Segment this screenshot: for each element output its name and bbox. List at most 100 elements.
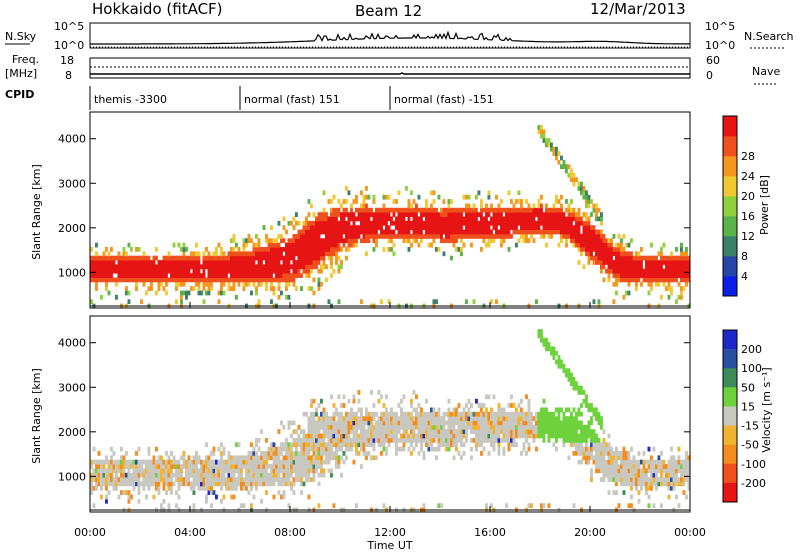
- velocity-cell: [670, 481, 673, 487]
- power-cell: [625, 273, 628, 278]
- power-cell: [510, 216, 513, 222]
- velocity-cell: [627, 503, 631, 509]
- power-cell: [160, 273, 163, 278]
- velocity-cell: [245, 477, 248, 482]
- velocity-cell: [445, 420, 448, 426]
- power-cell: [680, 290, 683, 296]
- velocity-cell: [625, 459, 628, 465]
- velocity-cell: [490, 416, 493, 421]
- velocity-cell: [487, 424, 491, 430]
- power-cell: [207, 290, 211, 296]
- power-cell: [532, 229, 536, 235]
- power-cell: [165, 255, 168, 261]
- power-cell: [157, 286, 161, 291]
- power-cell: [142, 281, 146, 287]
- velocity-cell: [375, 424, 378, 430]
- power-cell: [232, 251, 236, 257]
- velocity-cell: [222, 451, 226, 456]
- power-cell: [637, 260, 641, 265]
- velocity-cell: [330, 455, 333, 461]
- power-cell: [677, 255, 681, 261]
- velocity-cell: [332, 433, 336, 439]
- power-cell: [525, 234, 528, 239]
- velocity-cell: [342, 429, 346, 434]
- velocity-cell: [320, 433, 323, 439]
- velocity-cell: [145, 477, 148, 482]
- power-cell: [347, 247, 351, 252]
- velocity-cell: [535, 420, 538, 426]
- velocity-cell: [415, 394, 418, 400]
- power-cell: [360, 190, 363, 196]
- velocity-cell: [285, 477, 288, 482]
- velocity-cell: [472, 420, 476, 426]
- velocity-cell: [90, 477, 93, 482]
- velocity-cell: [635, 472, 638, 478]
- velocity-cell: [180, 464, 183, 469]
- y-tick-label: 1000: [58, 470, 86, 483]
- velocity-cell: [552, 420, 556, 426]
- velocity-cell: [655, 485, 658, 491]
- power-cell: [465, 194, 468, 200]
- velocity-cell: [122, 464, 126, 469]
- power-cell: [90, 277, 93, 283]
- velocity-cell: [355, 446, 358, 452]
- velocity-cell: [380, 394, 383, 400]
- velocity-cell: [287, 468, 291, 474]
- power-cell: [572, 242, 576, 248]
- velocity-cell: [512, 403, 516, 408]
- velocity-cell: [655, 459, 658, 465]
- power-cell: [607, 255, 611, 261]
- velocity-cell: [162, 459, 166, 465]
- power-cell: [565, 164, 568, 170]
- power-cell: [620, 238, 623, 244]
- colorbar-swatch: [723, 425, 737, 445]
- velocity-cell: [350, 411, 353, 417]
- power-cell: [500, 238, 503, 244]
- velocity-cell: [235, 464, 238, 469]
- velocity-cell: [172, 464, 176, 469]
- velocity-cell: [547, 438, 551, 443]
- velocity-cell: [142, 459, 146, 465]
- power-cell: [430, 212, 433, 217]
- velocity-cell: [272, 442, 276, 448]
- velocity-cell: [310, 398, 313, 404]
- power-cell: [380, 216, 383, 222]
- velocity-cell: [460, 420, 463, 426]
- velocity-cell: [435, 411, 438, 417]
- power-cell: [225, 255, 228, 261]
- velocity-cell: [537, 429, 541, 434]
- velocity-cell: [427, 438, 431, 443]
- power-cell: [267, 273, 271, 278]
- power-cell: [210, 264, 213, 270]
- velocity-cell: [672, 477, 676, 482]
- power-cell: [390, 207, 393, 213]
- power-cell: [300, 229, 303, 235]
- power-cell: [430, 216, 433, 222]
- power-cell: [255, 255, 258, 261]
- velocity-cell: [680, 481, 683, 487]
- power-cell: [412, 207, 416, 213]
- power-cell: [582, 264, 586, 270]
- velocity-cell: [105, 459, 108, 465]
- velocity-cell: [555, 424, 558, 430]
- velocity-cell: [262, 455, 266, 461]
- velocity-cell: [122, 490, 126, 495]
- velocity-cell: [427, 424, 431, 430]
- power-cell: [540, 234, 543, 239]
- power-cell: [320, 247, 323, 252]
- power-cell: [657, 251, 661, 257]
- power-cell: [317, 247, 321, 252]
- power-cell: [290, 251, 293, 257]
- power-cell: [150, 260, 153, 265]
- velocity-cell: [335, 411, 338, 417]
- power-cell: [520, 203, 523, 209]
- velocity-cell: [307, 459, 311, 465]
- power-cell: [275, 277, 278, 283]
- power-cell: [92, 255, 96, 261]
- power-cell: [567, 229, 571, 235]
- power-cell: [317, 238, 321, 244]
- velocity-cell: [295, 459, 298, 465]
- power-cell: [372, 238, 376, 244]
- velocity-cell: [360, 420, 363, 426]
- power-cell: [317, 220, 321, 226]
